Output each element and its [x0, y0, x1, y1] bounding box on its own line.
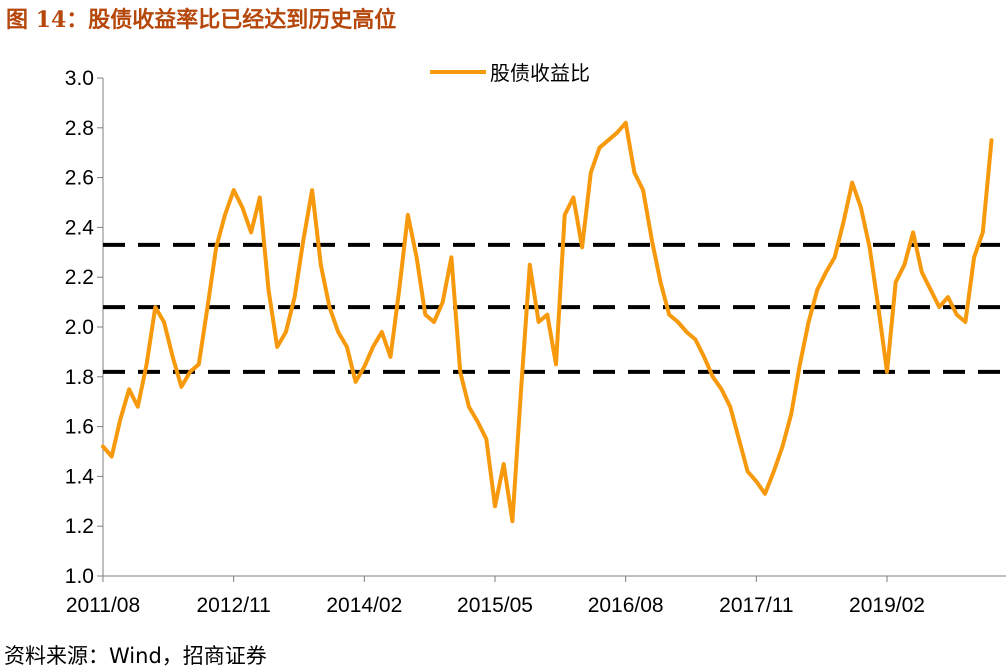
reference-lines: [103, 242, 1006, 374]
y-tick-label: 1.4: [65, 465, 95, 488]
x-tick-label: 2016/08: [588, 594, 664, 617]
y-tick-label: 2.2: [65, 266, 94, 289]
source-note: 资料来源：Wind，招商证券: [4, 644, 267, 668]
y-tick-label: 1.2: [65, 515, 94, 538]
x-tick-label: 2012/11: [196, 594, 270, 617]
x-tick-label: 2017/11: [719, 594, 793, 617]
x-tick-label: 2011/08: [66, 594, 140, 617]
y-tick-label: 1.0: [65, 565, 94, 588]
legend: 股债收益比: [430, 61, 590, 85]
y-tick-label: 2.4: [65, 216, 95, 239]
y-tick-label: 3.0: [65, 67, 94, 90]
y-tick-label: 2.8: [65, 117, 94, 140]
x-tick-label: 2015/05: [457, 594, 533, 617]
y-tick-label: 1.8: [65, 366, 94, 389]
y-tick-label: 2.6: [65, 167, 94, 190]
series-line: [101, 120, 994, 524]
y-tick-label: 1.6: [65, 416, 94, 439]
chart-axes: 1.0 1.2 1.4 1.6 1.8 2.0 2.2 2.4 2.6 2.8 3.0 2011/08…: [65, 67, 1006, 617]
legend-label: 股债收益比: [490, 61, 590, 85]
y-tick-label: 2.0: [65, 316, 94, 339]
figure-title: 图 14：股债收益率比已经达到历史高位: [6, 7, 397, 33]
x-tick-label: 2019/02: [849, 594, 925, 617]
x-tick-label: 2014/02: [326, 594, 402, 617]
series-layer: [101, 120, 994, 524]
